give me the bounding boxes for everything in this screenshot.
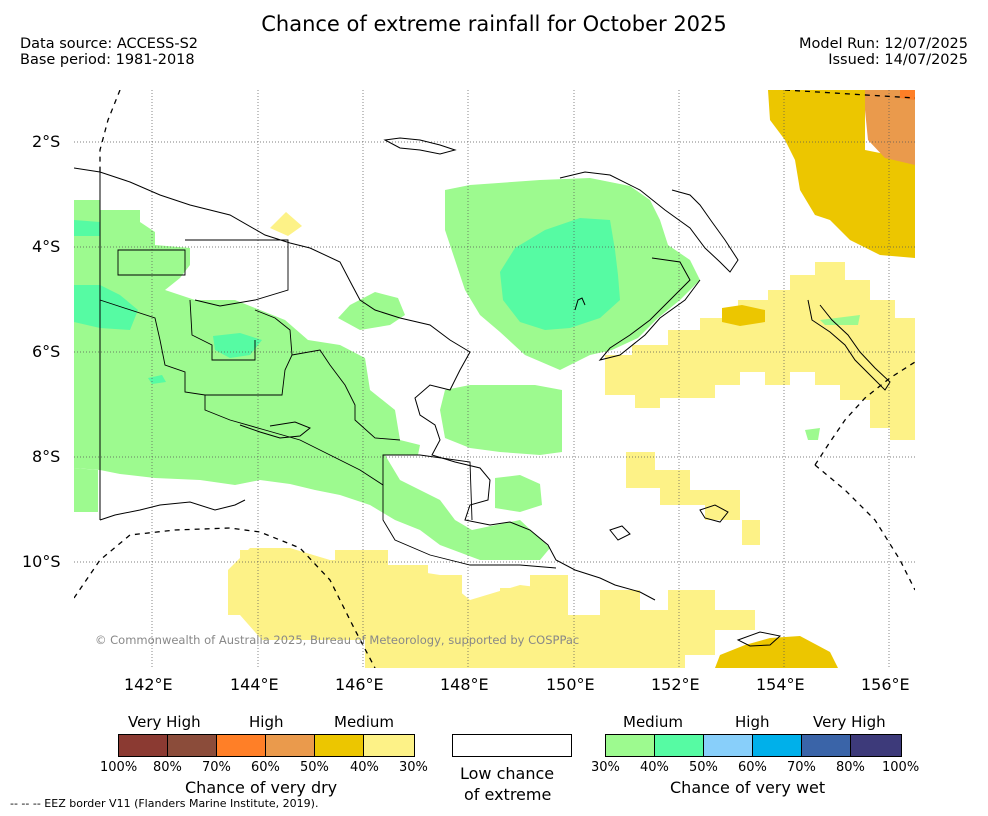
wet-swatch-30-40 xyxy=(605,734,655,757)
dry-tick-30: 30% xyxy=(399,760,428,775)
dry-tick-60: 60% xyxy=(251,760,280,775)
wet-tick-40: 40% xyxy=(640,760,669,775)
model-run: Model Run: 12/07/2025 xyxy=(798,36,968,52)
map-content xyxy=(74,90,915,668)
wet-swatch-50-60 xyxy=(703,734,753,757)
low-chance-swatch xyxy=(452,734,572,757)
dry-swatch-80-70 xyxy=(167,734,217,757)
wet-category-medium: Medium xyxy=(623,713,683,731)
graticule xyxy=(74,90,915,668)
wet-swatch-80-100 xyxy=(850,734,902,757)
dry-legend-title: Chance of very dry xyxy=(185,778,338,797)
dry-swatch-40-30 xyxy=(363,734,415,757)
eez-border-note: -- -- -- EEZ border V11 (Flanders Marine… xyxy=(10,797,319,810)
lon-label-156e: 156°E xyxy=(861,675,910,694)
wet-swatch-40-50 xyxy=(654,734,704,757)
wet-category-high: High xyxy=(735,713,770,731)
dry-tick-100: 100% xyxy=(100,760,138,775)
dry-category-very-high: Very High xyxy=(128,713,201,731)
dry-category-high: High xyxy=(249,713,284,731)
dry-tick-80: 80% xyxy=(153,760,182,775)
wet-tick-100: 100% xyxy=(882,760,920,775)
medium-dry-regions xyxy=(228,90,915,668)
dry-category-medium: Medium xyxy=(334,713,394,731)
lon-label-146e: 146°E xyxy=(335,675,384,694)
lon-label-144e: 144°E xyxy=(230,675,279,694)
eez-border xyxy=(74,90,915,668)
dry-colorbar xyxy=(118,734,415,757)
dry-swatch-60-50 xyxy=(265,734,315,757)
lat-label-2s: 2°S xyxy=(32,132,61,151)
dry-tick-70: 70% xyxy=(202,760,231,775)
lon-label-152e: 152°E xyxy=(651,675,700,694)
province-borders xyxy=(99,239,557,569)
low-chance-line2: of extreme xyxy=(464,785,552,804)
lat-label-8s: 8°S xyxy=(32,447,61,466)
dry-swatch-70-60 xyxy=(216,734,266,757)
lon-label-154e: 154°E xyxy=(756,675,805,694)
lon-label-148e: 148°E xyxy=(440,675,489,694)
very-high-dry-regions xyxy=(865,90,915,165)
high-dry-regions xyxy=(715,90,915,668)
wet-swatch-70-80 xyxy=(801,734,851,757)
low-chance-line1: Low chance xyxy=(460,764,555,783)
wet-tick-50: 50% xyxy=(689,760,718,775)
dry-swatch-50-40 xyxy=(314,734,364,757)
copyright-notice: © Commonwealth of Australia 2025, Bureau… xyxy=(95,633,580,647)
lon-label-150e: 150°E xyxy=(546,675,595,694)
lat-label-6s: 6°S xyxy=(32,342,61,361)
data-source: Data source: ACCESS-S2 xyxy=(20,36,199,52)
wet-tick-60: 60% xyxy=(738,760,767,775)
dry-tick-40: 40% xyxy=(350,760,379,775)
dry-swatch-100-80 xyxy=(118,734,168,757)
high-wet-regions xyxy=(74,218,620,384)
wet-tick-30: 30% xyxy=(591,760,620,775)
map-title: Chance of extreme rainfall for October 2… xyxy=(261,12,727,36)
wet-category-very-high: Very High xyxy=(813,713,886,731)
wet-colorbar xyxy=(605,734,902,757)
wet-swatch-60-70 xyxy=(752,734,802,757)
wet-tick-70: 70% xyxy=(787,760,816,775)
lon-label-142e: 142°E xyxy=(124,675,173,694)
lat-label-10s: 10°S xyxy=(22,552,61,571)
wet-tick-80: 80% xyxy=(836,760,865,775)
base-period: Base period: 1981-2018 xyxy=(20,52,195,68)
issued-date: Issued: 14/07/2025 xyxy=(828,52,968,68)
dry-tick-50: 50% xyxy=(300,760,329,775)
lat-label-4s: 4°S xyxy=(32,237,61,256)
wet-legend-title: Chance of very wet xyxy=(670,778,826,797)
